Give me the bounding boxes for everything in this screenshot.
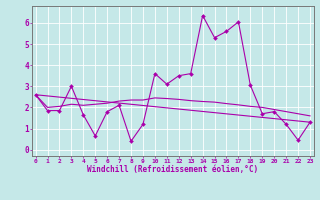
X-axis label: Windchill (Refroidissement éolien,°C): Windchill (Refroidissement éolien,°C) (87, 165, 258, 174)
